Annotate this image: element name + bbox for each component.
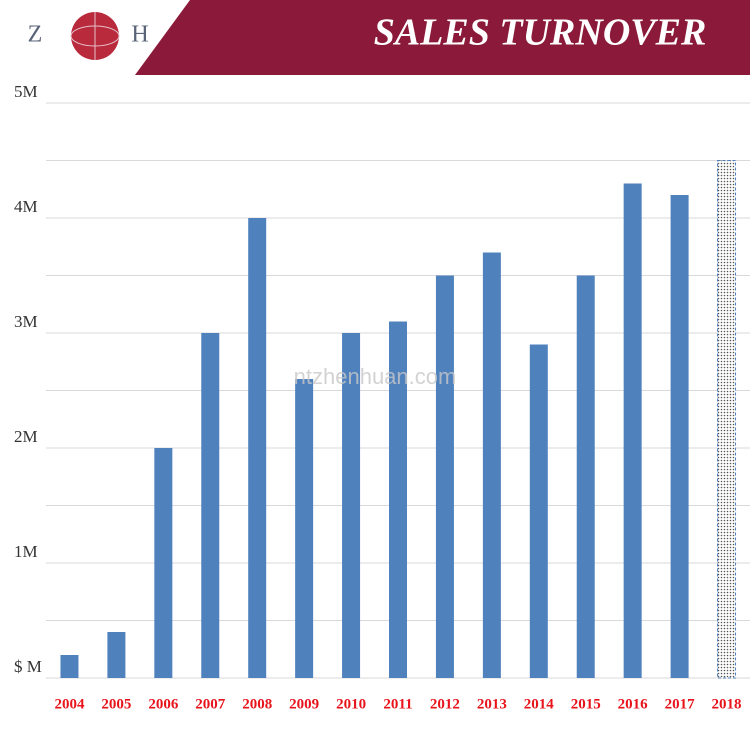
x-tick-label: 2009 (289, 696, 319, 712)
watermark: ntzhenhuan.com (294, 364, 457, 389)
bar (482, 252, 501, 678)
bar (389, 321, 407, 678)
x-tick-label: 2016 (618, 696, 649, 712)
y-tick-label: 4M (14, 197, 38, 216)
x-tick-label: 2018 (712, 696, 742, 712)
x-tick-label: 2010 (336, 696, 366, 712)
bar (623, 183, 642, 678)
x-tick-label: 2005 (101, 696, 131, 712)
bar (529, 344, 548, 678)
logo-letter: Z (28, 22, 43, 48)
y-tick-label: 1M (14, 542, 38, 561)
x-tick-label: 2011 (383, 696, 412, 712)
x-tick-label: 2006 (148, 696, 179, 712)
x-tick-label: 2015 (571, 696, 601, 712)
x-tick-label: 2017 (665, 696, 696, 712)
y-tick-label: $ M (14, 657, 42, 676)
chart-title: SALES TURNOVER (374, 12, 707, 54)
x-tick-label: 2014 (524, 696, 555, 712)
x-tick-label: 2013 (477, 696, 507, 712)
bar (717, 160, 737, 679)
bar (295, 379, 314, 678)
y-tick-label: 3M (14, 312, 38, 331)
bar (154, 448, 173, 678)
bar (60, 655, 79, 678)
bar (248, 218, 267, 678)
bar (670, 195, 689, 678)
y-tick-label: 2M (14, 427, 38, 446)
x-tick-label: 2012 (430, 696, 460, 712)
header-banner (135, 0, 750, 75)
x-tick-label: 2004 (54, 696, 85, 712)
bar (201, 333, 220, 678)
x-tick-label: 2007 (195, 696, 226, 712)
bar (576, 275, 595, 678)
bar (435, 275, 454, 678)
x-tick-label: 2008 (242, 696, 272, 712)
logo-letter: H (131, 22, 148, 48)
bar (107, 632, 126, 678)
y-tick-label: 5M (14, 82, 38, 101)
bar (342, 333, 361, 678)
